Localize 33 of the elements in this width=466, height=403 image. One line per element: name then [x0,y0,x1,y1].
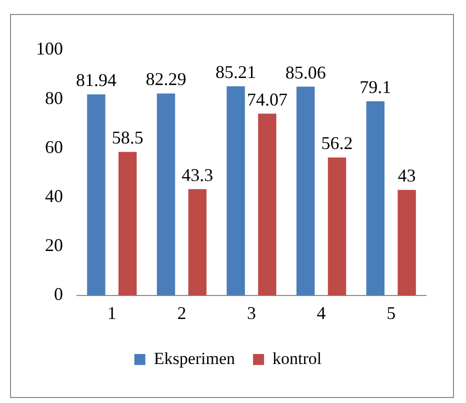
x-tick-label: 3 [247,302,256,323]
data-label: 82.29 [146,69,186,90]
y-tick-label: 40 [45,186,63,206]
data-label: 85.06 [285,62,326,82]
bar [366,101,385,296]
data-label: 74.07 [246,89,288,110]
bar [328,157,346,296]
y-tick-label: 100 [36,38,63,59]
bar [156,93,176,296]
data-label: 43.3 [182,164,214,185]
bar [188,189,207,296]
legend-label: Eksperimen [154,348,236,368]
y-tick-label: 0 [54,284,63,304]
y-tick-label: 60 [45,136,63,157]
bar [398,190,416,296]
data-label: 79.1 [360,77,392,98]
x-tick-label: 2 [177,302,186,323]
data-label: 81.94 [76,70,116,90]
y-tick-label: 20 [45,235,63,256]
data-label: 43 [398,166,416,186]
bar [226,86,245,296]
x-tick-label: 1 [107,302,116,323]
x-tick-label: 4 [316,302,326,323]
x-tick-label: 5 [386,302,396,323]
bar [258,114,276,296]
data-label: 56.2 [321,133,353,154]
data-label: 58.5 [112,128,144,148]
bar [87,94,106,296]
y-tick-label: 80 [45,88,63,108]
data-label: 85.21 [216,62,256,82]
bar [296,86,315,296]
bar [118,152,137,296]
legend-label: kontrol [272,348,322,368]
